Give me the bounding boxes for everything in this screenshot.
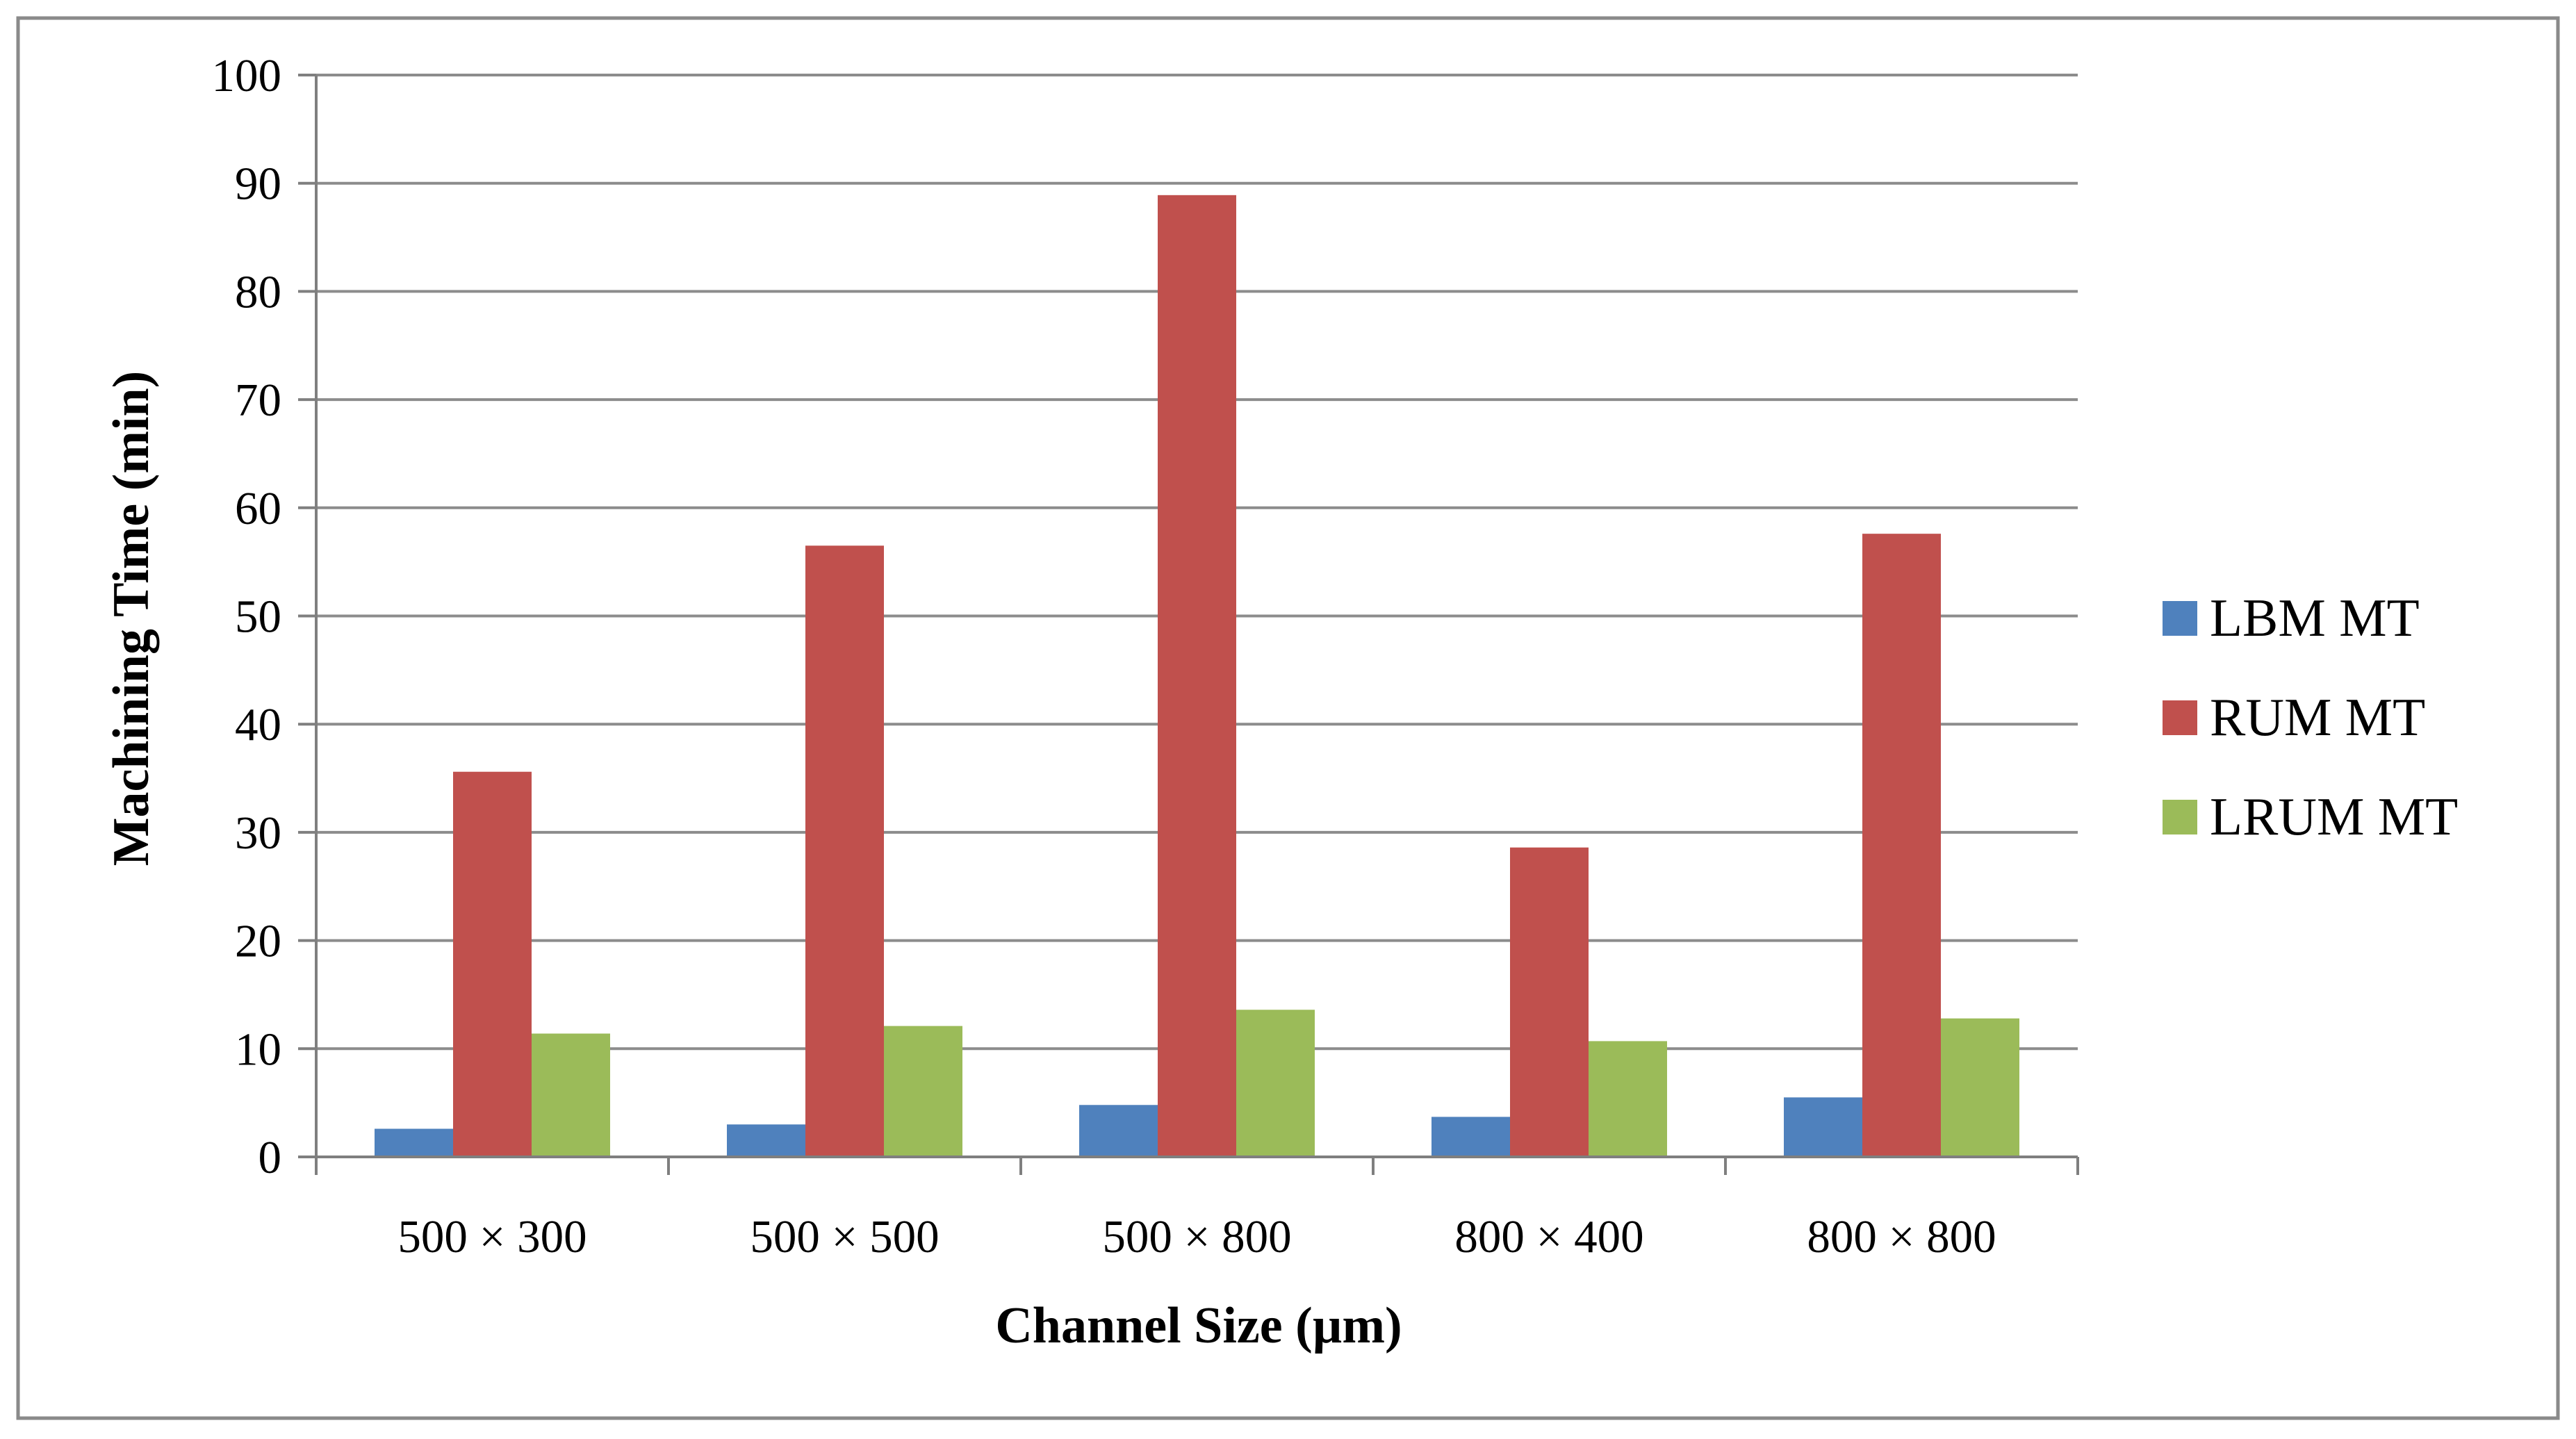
bar-rum-mt <box>1862 534 1941 1157</box>
x-tick-label: 800 × 400 <box>1454 1211 1643 1263</box>
y-tick-label: 30 <box>235 807 281 859</box>
x-tick-label: 500 × 300 <box>397 1211 586 1263</box>
legend-label: LBM MT <box>2210 588 2420 648</box>
bar-lbm-mt <box>1784 1097 1862 1157</box>
y-axis-title: Machining Time (min) <box>103 371 160 866</box>
axes <box>298 74 2079 1175</box>
x-axis-title: Channel Size (µm) <box>995 1297 1402 1354</box>
bar-lbm-mt <box>375 1128 453 1157</box>
bar-rum-mt <box>1510 847 1589 1157</box>
legend-label: RUM MT <box>2210 687 2425 747</box>
bar-lbm-mt <box>727 1124 805 1157</box>
bar-lbm-mt <box>1079 1105 1158 1157</box>
bar-rum-mt <box>453 771 532 1157</box>
y-tick-label: 60 <box>235 483 281 534</box>
tick-labels: 0 10 20 30 40 50 60 70 80 90 100 500 × 300 500 × 500… <box>212 50 1996 1263</box>
y-tick-label: 20 <box>235 916 281 967</box>
y-tick-label: 0 <box>259 1132 282 1183</box>
bars <box>375 195 2019 1157</box>
legend-swatch <box>2163 601 2197 636</box>
y-tick-label: 10 <box>235 1023 281 1075</box>
bar-lrum-mt <box>1236 1010 1315 1157</box>
x-tick-label: 800 × 800 <box>1807 1211 1996 1263</box>
bar-rum-mt <box>1158 195 1236 1157</box>
y-tick-label: 40 <box>235 699 281 750</box>
bar-lrum-mt <box>1589 1041 1667 1157</box>
bar-lrum-mt <box>532 1033 610 1157</box>
bar-rum-mt <box>805 545 884 1157</box>
legend-swatch <box>2163 800 2197 834</box>
x-tick-label: 500 × 500 <box>750 1211 939 1263</box>
legend: LBM MT RUM MT LRUM MT <box>2163 588 2458 846</box>
x-tick-label: 500 × 800 <box>1102 1211 1291 1263</box>
y-tick-label: 90 <box>235 158 281 210</box>
bar-lbm-mt <box>1431 1117 1510 1157</box>
y-tick-label: 80 <box>235 266 281 318</box>
legend-swatch <box>2163 700 2197 735</box>
legend-label: LRUM MT <box>2210 787 2458 846</box>
y-tick-label: 70 <box>235 375 281 426</box>
chart-border <box>16 16 2560 1420</box>
y-tick-label: 100 <box>212 50 282 101</box>
bar-lrum-mt <box>884 1026 962 1157</box>
bar-lrum-mt <box>1941 1018 2019 1157</box>
y-tick-label: 50 <box>235 591 281 643</box>
